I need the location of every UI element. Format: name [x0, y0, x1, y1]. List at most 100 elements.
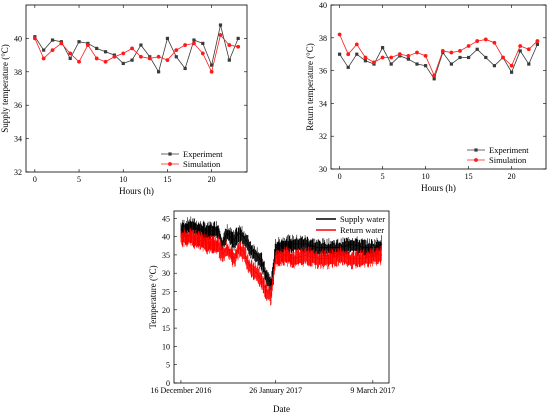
data-point — [183, 66, 187, 71]
data-point — [432, 77, 436, 81]
data-point — [68, 51, 73, 56]
data-point — [130, 58, 134, 62]
y-tick-label: 30 — [162, 269, 170, 278]
data-point — [415, 62, 419, 66]
data-point — [139, 43, 143, 47]
data-point — [165, 58, 170, 63]
chart-2: 0 5 10 15 20 30 32 34 36 38 40 Hours (h) Return temp… — [305, 1, 547, 193]
data-point — [147, 56, 152, 61]
data-point — [535, 39, 540, 43]
y-tick-label: 30 — [319, 165, 327, 174]
x-tick-label: 15 — [163, 175, 171, 184]
data-point — [346, 52, 351, 57]
data-point — [492, 40, 497, 45]
legend-label: Experiment — [489, 145, 529, 155]
data-point — [42, 48, 46, 52]
data-point — [85, 43, 90, 47]
y-tick-label: 38 — [319, 34, 327, 43]
data-point — [218, 33, 223, 37]
data-point — [103, 59, 108, 64]
x-tick-label: 5 — [77, 175, 81, 184]
data-point — [406, 57, 410, 61]
data-point — [121, 61, 125, 66]
legend-label: Return water — [340, 225, 384, 235]
plot-frame — [25, 4, 248, 173]
data-point — [236, 36, 240, 40]
data-point — [201, 41, 205, 46]
data-point — [94, 56, 99, 61]
y-tick-label: 40 — [319, 1, 327, 10]
data-point — [41, 56, 46, 61]
data-point — [32, 36, 37, 41]
x-tick-label: 10 — [119, 175, 127, 184]
y-axis-label: Temperature (°C) — [148, 265, 158, 328]
data-point — [415, 50, 419, 55]
data-point — [200, 51, 205, 56]
data-point — [458, 55, 462, 60]
data-point — [372, 60, 376, 65]
data-point — [103, 50, 108, 54]
data-point — [354, 42, 359, 47]
data-point — [389, 55, 394, 60]
data-point — [518, 44, 523, 48]
data-point — [355, 52, 359, 56]
series-line-simulation — [34, 34, 239, 73]
data-point — [424, 64, 428, 68]
data-point — [363, 55, 368, 60]
x-tick-label: 10 — [422, 172, 430, 181]
x-tick-label: 20 — [508, 172, 516, 181]
legend-label: Supply water — [340, 214, 385, 224]
x-tick-label: 26 January 2017 — [249, 386, 302, 395]
x-tick-label: 9 March 2017 — [350, 386, 395, 395]
data-point — [112, 54, 117, 59]
x-tick-label: 0 — [33, 175, 37, 184]
data-point — [346, 65, 350, 69]
data-point — [467, 55, 471, 60]
x-tick-label: 16 December 2016 — [150, 386, 211, 395]
data-point — [389, 62, 393, 66]
legend-marker — [474, 158, 478, 162]
y-tick-label: 15 — [162, 324, 170, 333]
data-point — [139, 54, 143, 59]
data-point — [227, 58, 231, 62]
x-axis-label: Hours (h) — [421, 183, 456, 193]
series-band-return-water — [180, 227, 382, 306]
chart-3: 16 December 2016 26 January 2017 9 March 2… — [148, 210, 395, 414]
legend-label: Experiment — [183, 149, 223, 159]
data-point — [363, 59, 367, 63]
data-point — [130, 46, 134, 51]
data-point — [50, 38, 55, 42]
data-point — [492, 64, 496, 68]
y-tick-label: 10 — [162, 342, 170, 351]
y-tick-label: 5 — [166, 361, 170, 370]
data-point — [68, 56, 72, 61]
y-tick-label: 20 — [162, 306, 170, 315]
data-point — [156, 54, 161, 59]
data-point — [192, 38, 196, 42]
data-point — [449, 62, 453, 66]
data-point — [449, 50, 454, 55]
y-tick-label: 36 — [14, 101, 22, 110]
y-tick-label: 40 — [162, 233, 170, 242]
y-tick-label: 35 — [162, 251, 170, 260]
x-tick-label: 20 — [208, 175, 216, 184]
data-point — [458, 49, 462, 53]
legend-marker — [168, 162, 172, 166]
x-tick-label: 15 — [465, 172, 473, 181]
data-point — [397, 52, 402, 57]
data-point — [518, 49, 522, 53]
data-point — [381, 46, 385, 50]
data-point — [423, 53, 428, 58]
y-tick-label: 34 — [319, 99, 327, 108]
data-point — [337, 32, 342, 37]
y-tick-label: 45 — [162, 214, 170, 223]
data-point — [501, 55, 505, 60]
data-point — [535, 42, 539, 46]
data-point — [165, 36, 170, 40]
data-point — [432, 73, 437, 78]
data-point — [510, 70, 514, 74]
y-tick-label: 25 — [162, 288, 170, 297]
x-axis-label: Date — [273, 404, 290, 414]
data-point — [227, 43, 232, 47]
